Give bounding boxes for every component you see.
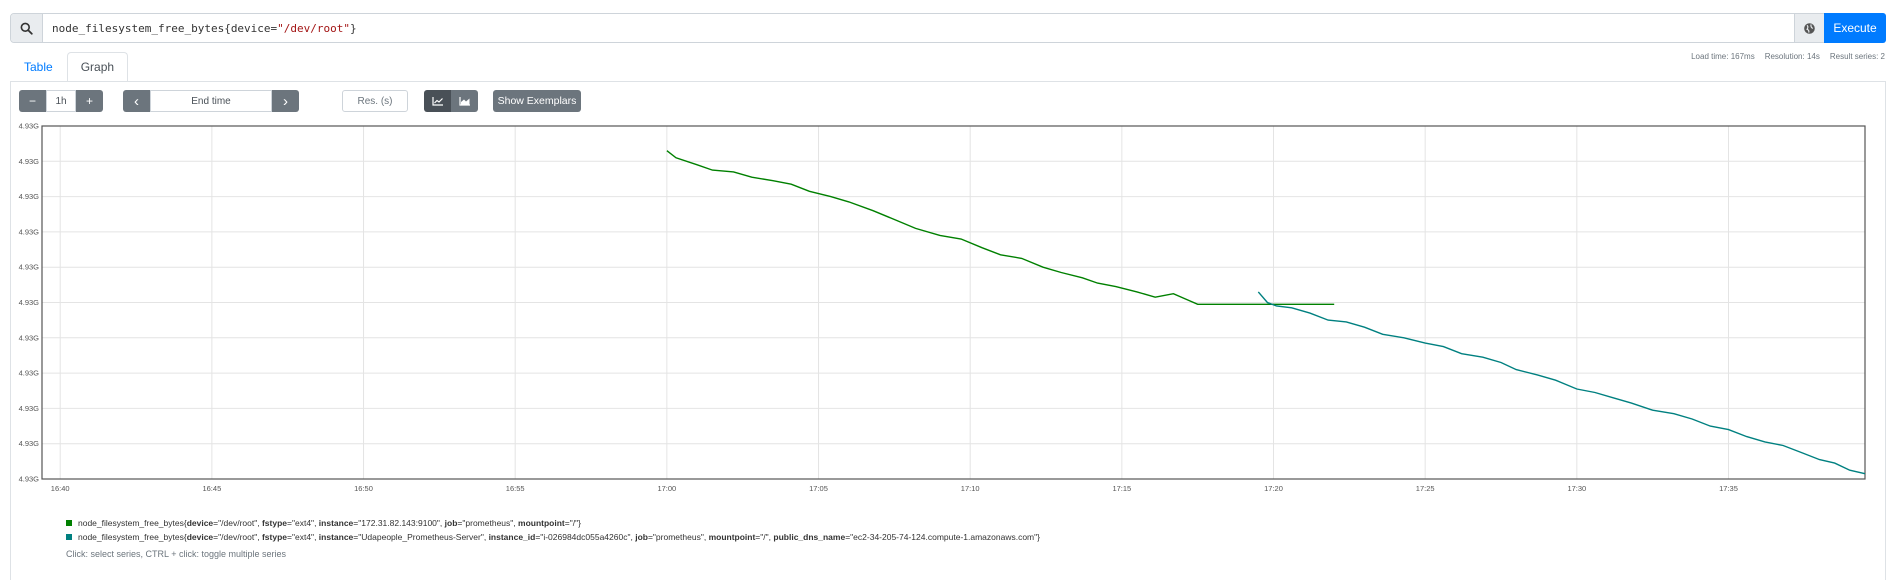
chart-type-toggle xyxy=(424,90,478,112)
x-tick-label: 17:05 xyxy=(809,484,828,493)
area-chart-icon xyxy=(458,97,470,106)
y-tick-label: 4.93G xyxy=(19,333,40,342)
series-line-2[interactable] xyxy=(1257,291,1866,475)
y-tick-label: 4.93G xyxy=(19,263,40,272)
search-icon-box xyxy=(11,14,43,42)
show-exemplars-button[interactable]: Show Exemplars xyxy=(493,90,581,112)
y-tick-label: 4.93G xyxy=(19,192,40,201)
series-line-1[interactable] xyxy=(666,150,1335,305)
stacked-chart-button[interactable] xyxy=(451,90,478,112)
globe-icon xyxy=(1804,22,1815,34)
query-label-key: device= xyxy=(230,21,278,35)
decrease-range-button[interactable]: − xyxy=(19,90,46,112)
plot-area xyxy=(41,125,1866,480)
legend-hint: Click: select series, CTRL + click: togg… xyxy=(66,549,286,559)
execute-button[interactable]: Execute xyxy=(1824,13,1886,43)
time-series-graph[interactable]: 4.93G 4.93G 4.93G 4.93G 4.93G 4.93G 4.93G 4.93G… xyxy=(0,0,1896,505)
x-tick-label: 17:15 xyxy=(1112,484,1131,493)
y-tick-label: 4.93G xyxy=(19,157,40,166)
x-tick-label: 16:50 xyxy=(354,484,373,493)
x-tick-label: 16:55 xyxy=(506,484,525,493)
result-series: Result series: 2 xyxy=(1829,52,1885,61)
increase-range-button[interactable]: + xyxy=(76,90,103,112)
y-tick-label: 4.93G xyxy=(19,298,40,307)
x-tick-label: 17:00 xyxy=(657,484,676,493)
x-tick-label: 17:10 xyxy=(961,484,980,493)
x-tick-label: 16:40 xyxy=(51,484,70,493)
legend-swatch xyxy=(66,520,72,526)
end-time-input[interactable]: End time xyxy=(150,90,272,112)
search-icon xyxy=(20,22,33,35)
load-time: Load time: 167ms xyxy=(1691,52,1755,61)
query-close-brace: } xyxy=(350,21,357,35)
line-chart-icon xyxy=(431,97,443,106)
legend-label: node_filesystem_free_bytes{device="/dev/… xyxy=(78,532,1040,542)
legend-label: node_filesystem_free_bytes{device="/dev/… xyxy=(78,518,581,528)
x-tick-label: 16:45 xyxy=(202,484,221,493)
tab-table[interactable]: Table xyxy=(24,60,53,74)
prev-time-button[interactable]: ‹ xyxy=(123,90,150,112)
y-tick-label: 4.93G xyxy=(19,122,40,131)
legend-item-2[interactable]: node_filesystem_free_bytes{device="/dev/… xyxy=(66,530,1040,544)
legend-swatch xyxy=(66,534,72,540)
y-tick-label: 4.93G xyxy=(19,227,40,236)
x-tick-label: 17:25 xyxy=(1416,484,1435,493)
query-label-value: "/dev/root" xyxy=(277,21,351,35)
query-open-brace: { xyxy=(224,21,231,35)
x-tick-label: 17:30 xyxy=(1567,484,1586,493)
graph-panel xyxy=(10,81,1886,580)
query-input[interactable]: node_filesystem_free_bytes{device= "/dev/… xyxy=(43,14,1794,42)
x-tick-label: 17:35 xyxy=(1719,484,1738,493)
line-chart-button[interactable] xyxy=(424,90,451,112)
next-time-button[interactable]: › xyxy=(272,90,299,112)
range-input[interactable]: 1h xyxy=(46,90,76,112)
x-tick-label: 17:20 xyxy=(1264,484,1283,493)
resolution: Resolution: 14s xyxy=(1764,52,1820,61)
query-bar: node_filesystem_free_bytes{device= "/dev/… xyxy=(10,13,1886,43)
view-tabs: Table Graph xyxy=(10,52,129,82)
query-stats: Load time: 167ms Resolution: 14s Result … xyxy=(1691,52,1885,61)
metrics-explorer-button[interactable] xyxy=(1794,14,1824,42)
tab-graph[interactable]: Graph xyxy=(66,52,129,82)
y-tick-label: 4.93G xyxy=(19,439,40,448)
y-tick-label: 4.93G xyxy=(19,475,40,484)
resolution-input[interactable]: Res. (s) xyxy=(342,90,408,112)
end-time-control: ‹ End time › xyxy=(123,90,299,112)
range-control: − 1h + xyxy=(19,90,103,112)
legend-item-1[interactable]: node_filesystem_free_bytes{device="/dev/… xyxy=(66,516,1040,530)
y-tick-label: 4.93G xyxy=(19,369,40,378)
graph-legend: node_filesystem_free_bytes{device="/dev/… xyxy=(66,516,1040,559)
y-tick-label: 4.93G xyxy=(19,404,40,413)
query-metric: node_filesystem_free_bytes xyxy=(52,21,225,35)
